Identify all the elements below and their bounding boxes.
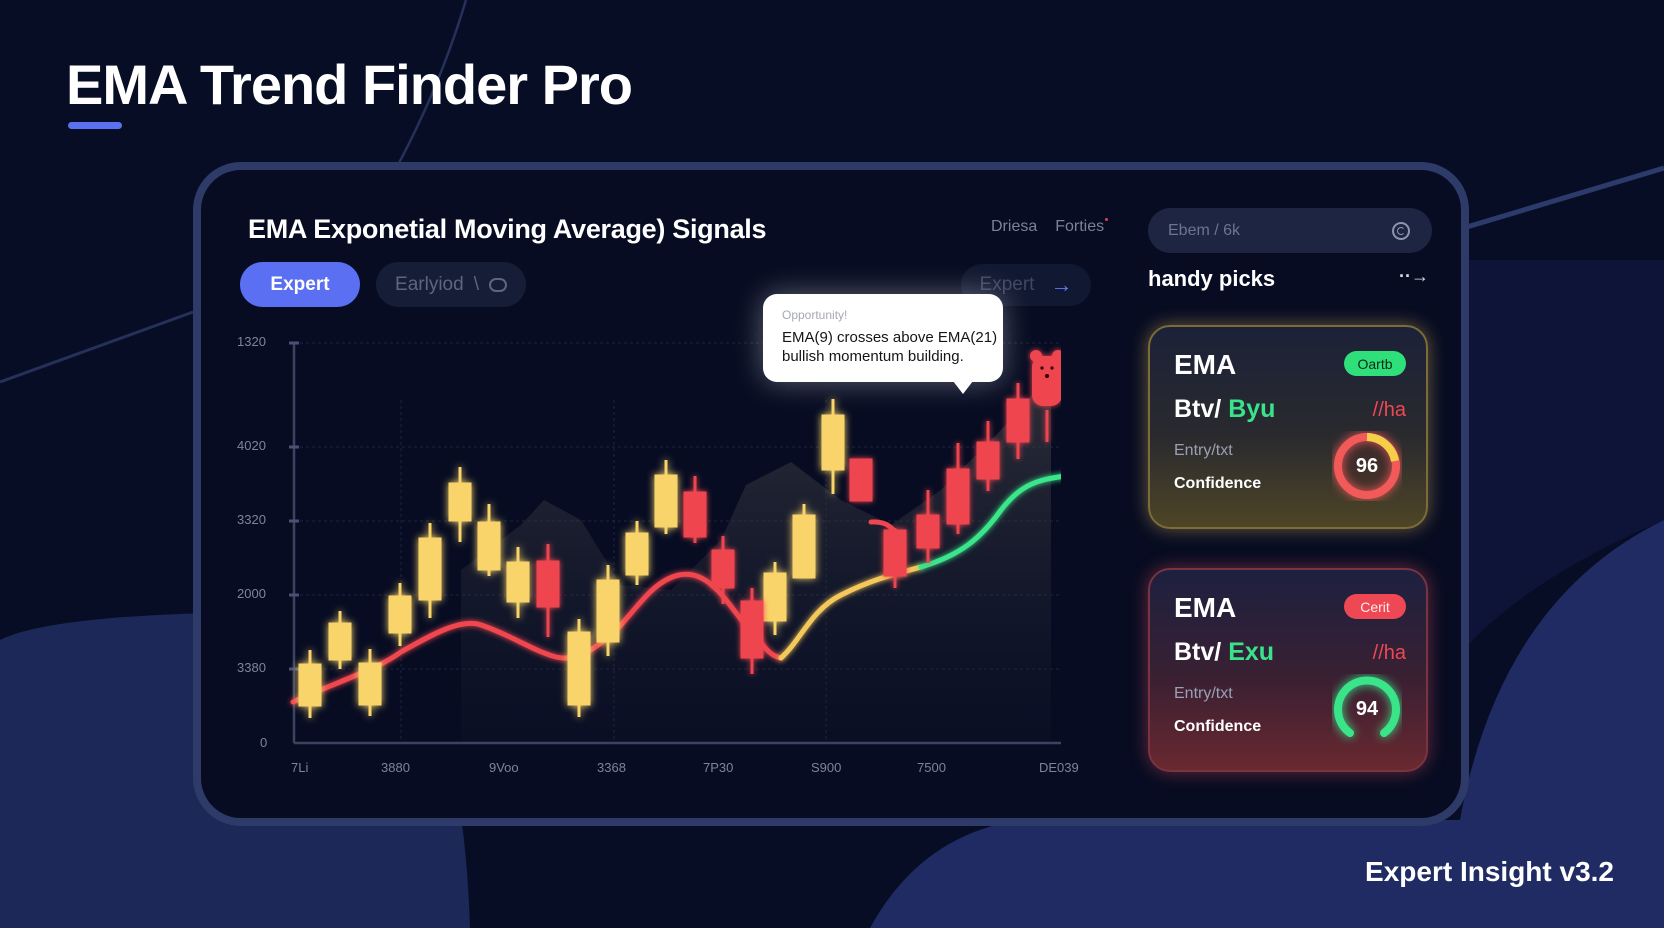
header-link-1[interactable]: Driesa	[991, 218, 1038, 235]
arrow-right-icon: →	[1050, 272, 1073, 297]
header-link-2-label: Forties	[1055, 218, 1105, 235]
x-tick-8: DE039	[1039, 760, 1079, 775]
title-underline	[68, 122, 122, 129]
card-title: EMA	[1174, 592, 1237, 623]
gauge-ring-icon	[1334, 676, 1400, 737]
x-tick-1: 7Li	[291, 760, 309, 775]
header-link-2[interactable]: Forties	[1055, 218, 1109, 236]
y-tick-2: 4020	[237, 438, 266, 453]
toggle-icon	[488, 277, 507, 292]
pick-card-2[interactable]: EMA Cerit Btv/ Exu //ha Entry/txt Confid…	[1148, 568, 1428, 772]
header-links: Driesa Forties	[991, 218, 1109, 236]
pair-suffix: Exu	[1228, 638, 1275, 666]
x-tick-5: 7P30	[703, 760, 734, 775]
card-pair: Btv/ Byu	[1174, 395, 1275, 424]
x-tick-6: S900	[811, 760, 842, 775]
card-subtitle: Entry/txt	[1174, 442, 1233, 459]
x-tick-3: 9Voo	[489, 760, 519, 775]
card-code: //ha	[1372, 399, 1406, 421]
panel-title: EMA Exponetial Moving Average) Signals	[248, 214, 767, 244]
pair-prefix: Btv/	[1174, 638, 1222, 666]
search-placeholder: Ebem / 6k	[1168, 221, 1241, 239]
signals-panel: EMA Exponetial Moving Average) Signals D…	[193, 162, 1469, 826]
y-tick-4: 2000	[237, 586, 266, 601]
signal-tooltip: Opportunity! EMA(9) crosses above EMA(21…	[763, 294, 1003, 394]
confidence-value: 94	[1355, 697, 1379, 720]
expert-next-button[interactable]: Expert →	[961, 264, 1091, 306]
card-subtitle: Entry/txt	[1174, 685, 1233, 702]
divider-icon: \	[473, 273, 479, 295]
confidence-label: Confidence	[1174, 475, 1262, 492]
pair-prefix: Btv/	[1174, 395, 1222, 423]
gauge-ring-icon	[1334, 433, 1400, 499]
tab-earlyiod-label: Earlyiod	[395, 273, 464, 295]
app-title: EMA Trend Finder Pro	[66, 53, 633, 116]
status-badge: Oartb	[1344, 351, 1406, 376]
search-input[interactable]: Ebem / 6k	[1148, 208, 1432, 253]
y-tick-6: 0	[260, 735, 268, 750]
status-badge: Cerit	[1344, 594, 1406, 619]
confidence-label: Confidence	[1174, 718, 1262, 735]
card-title: EMA	[1174, 349, 1237, 380]
notification-dot-icon	[1105, 218, 1109, 221]
search-icon[interactable]	[1392, 221, 1410, 240]
handy-picks-title: handy picks	[1148, 266, 1276, 291]
y-tick-5: 3380	[237, 660, 266, 675]
pick-card-1[interactable]: EMA Oartb Btv/ Byu //ha Entry/txt Confid…	[1148, 325, 1428, 529]
tab-expert[interactable]: Expert	[240, 262, 360, 307]
expert-next-label: Expert	[979, 274, 1035, 295]
y-tick-1: 1320	[237, 334, 266, 349]
bear-mascot-icon	[1030, 350, 1061, 442]
x-tick-4: 3368	[597, 760, 626, 775]
card-pair: Btv/ Exu	[1174, 638, 1274, 667]
y-tick-3: 3320	[237, 512, 266, 527]
tooltip-body: EMA(9) crosses above EMA(21) bullish mom…	[782, 329, 998, 365]
pair-suffix: Byu	[1228, 395, 1276, 423]
confidence-gauge: 96	[1332, 431, 1402, 501]
x-tick-2: 3880	[381, 760, 410, 775]
card-code: //ha	[1372, 642, 1406, 664]
tab-earlyiod[interactable]: Earlyiod \	[376, 262, 526, 307]
version-label: Expert Insight v3.2	[1365, 856, 1614, 887]
confidence-value: 96	[1355, 454, 1379, 477]
confidence-gauge: 94	[1332, 674, 1402, 744]
tooltip-header: Opportunity!	[782, 308, 848, 322]
dotted-arrow-icon[interactable]: ··→	[1399, 266, 1429, 286]
x-tick-7: 7500	[917, 760, 946, 775]
candlestick-chart	[289, 341, 1061, 745]
